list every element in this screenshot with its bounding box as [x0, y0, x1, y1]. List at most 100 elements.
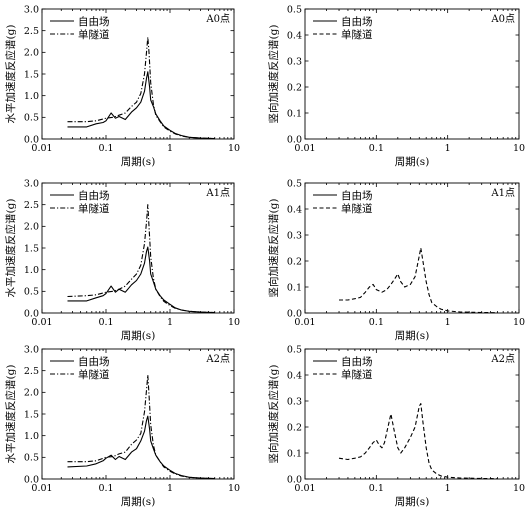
plot-area-frame: [41, 182, 235, 314]
y-tick-label: 1.5: [24, 243, 39, 254]
y-axis-title: 竖向加速度反应谱(g): [267, 365, 280, 464]
legend-label: 单隧道: [341, 28, 373, 41]
x-axis-title: 周期(s): [395, 156, 430, 168]
y-tick-label: 3.0: [24, 178, 39, 189]
x-axis-title: 周期(s): [121, 156, 156, 168]
legend-label: 自由场: [78, 15, 110, 28]
y-tick-label: 2.0: [24, 222, 39, 233]
y-tick-label: 3.0: [24, 4, 39, 15]
y-tick-label: 0.2: [287, 82, 302, 93]
y-tick-label: 0.5: [24, 287, 39, 298]
legend-label: 自由场: [341, 15, 373, 28]
y-tick-label: 0.1: [287, 108, 302, 119]
y-tick-label: 0.0: [287, 474, 302, 485]
x-tick-label: 1: [445, 143, 451, 154]
x-tick-label: 0.1: [369, 317, 384, 328]
legend-label: 自由场: [78, 189, 110, 202]
y-tick-label: 2.0: [24, 48, 39, 59]
legend-label: 自由场: [341, 189, 373, 202]
panel-tag: A0点: [490, 13, 515, 25]
y-tick-label: 0.5: [287, 178, 302, 189]
chart-panel-6: 0.0 0.1 0.2 0.3 0.4 0.5 0.01 0.1 1 10 周期(s) 竖向加速度反应…: [267, 344, 525, 508]
panel-tag: A2点: [205, 353, 230, 365]
x-tick-label: 0.1: [369, 483, 384, 494]
y-tick-label: 3.0: [24, 344, 39, 355]
x-tick-label: 10: [228, 317, 240, 328]
y-tick-label: 1.0: [24, 431, 39, 442]
legend-label: 自由场: [341, 355, 373, 368]
y-tick-label: 1.5: [24, 69, 39, 80]
y-tick-label: 0.0: [24, 474, 39, 485]
x-tick-label: 10: [228, 143, 240, 154]
y-tick-label: 0.3: [287, 396, 302, 407]
legend-label: 自由场: [78, 355, 110, 368]
y-axis-title: 水平加速度反应谱(g): [4, 25, 17, 124]
x-tick-label: 0.01: [294, 317, 315, 328]
panel-tag: A1点: [490, 187, 515, 199]
y-tick-label: 0.5: [24, 113, 39, 124]
plot-area-frame: [304, 348, 520, 480]
series-line: [67, 71, 215, 140]
y-tick-label: 0.5: [287, 4, 302, 15]
chart-panel-1: 0.0 0.5 1.0 1.5 2.0 2.5 3.0 0.01 0.1 1 10 周期(s) 水平加速…: [4, 4, 240, 168]
x-tick-label: 0.1: [98, 317, 113, 328]
chart-panel-4: 0.0 0.1 0.2 0.3 0.4 0.5 0.01 0.1 1 10 周期(s) 竖向加速度反应…: [267, 178, 525, 342]
x-tick-label: 0.01: [294, 143, 315, 154]
x-tick-label: 10: [513, 143, 525, 154]
x-tick-label: 0.1: [369, 143, 384, 154]
plot-area-frame: [304, 8, 520, 140]
y-tick-label: 0.2: [287, 256, 302, 267]
y-tick-label: 0.0: [287, 308, 302, 319]
chart-panel-5: 0.0 0.5 1.0 1.5 2.0 2.5 3.0 0.01 0.1 1 10 周期(s) 水平加速…: [4, 344, 240, 508]
panel-tag: A1点: [205, 187, 230, 199]
y-tick-label: 0.4: [287, 370, 302, 381]
series-line: [67, 204, 215, 314]
x-tick-label: 10: [513, 483, 525, 494]
series-line: [67, 36, 215, 140]
y-tick-label: 0.5: [287, 344, 302, 355]
legend-label: 单隧道: [78, 368, 110, 381]
y-tick-label: 0.4: [287, 30, 302, 41]
y-tick-label: 1.0: [24, 91, 39, 102]
plot-area-frame: [41, 348, 235, 480]
y-axis-title: 竖向加速度反应谱(g): [267, 25, 280, 124]
legend-label: 单隧道: [78, 28, 110, 41]
y-tick-label: 2.5: [24, 26, 39, 37]
y-tick-label: 2.0: [24, 388, 39, 399]
y-tick-label: 0.1: [287, 282, 302, 293]
y-axis-title: 水平加速度反应谱(g): [4, 199, 17, 298]
x-axis-title: 周期(s): [121, 330, 156, 342]
x-tick-label: 1: [445, 483, 451, 494]
y-tick-label: 0.0: [24, 308, 39, 319]
y-tick-label: 0.4: [287, 204, 302, 215]
plot-area-frame: [41, 8, 235, 140]
y-tick-label: 2.5: [24, 366, 39, 377]
y-tick-label: 0.5: [24, 453, 39, 464]
series-line: [338, 403, 498, 480]
legend-label: 单隧道: [341, 368, 373, 381]
panel-tag: A0点: [205, 13, 230, 25]
y-tick-label: 1.5: [24, 409, 39, 420]
y-tick-label: 0.1: [287, 448, 302, 459]
x-tick-label: 0.01: [31, 483, 52, 494]
x-tick-label: 0.1: [98, 483, 113, 494]
x-tick-label: 10: [513, 317, 525, 328]
y-tick-label: 0.3: [287, 230, 302, 241]
legend-label: 单隧道: [78, 202, 110, 215]
y-tick-label: 0.2: [287, 422, 302, 433]
panel-tag: A2点: [490, 353, 515, 365]
x-tick-label: 1: [167, 143, 173, 154]
y-axis-title: 水平加速度反应谱(g): [4, 365, 17, 464]
series-line: [67, 374, 215, 480]
chart-panel-2: 0.0 0.1 0.2 0.3 0.4 0.5 0.01 0.1 1 10 周期(s) 竖向加速度反应…: [267, 4, 525, 168]
chart-panel-3: 0.0 0.5 1.0 1.5 2.0 2.5 3.0 0.01 0.1 1 10 周期(s) 水平加速…: [4, 178, 240, 342]
series-line: [339, 247, 498, 314]
x-tick-label: 0.01: [31, 143, 52, 154]
y-tick-label: 0.0: [24, 134, 39, 145]
x-axis-title: 周期(s): [121, 496, 156, 508]
y-tick-label: 1.0: [24, 265, 39, 276]
plot-area-frame: [304, 182, 520, 314]
x-tick-label: 1: [167, 317, 173, 328]
x-axis-title: 周期(s): [395, 330, 430, 342]
